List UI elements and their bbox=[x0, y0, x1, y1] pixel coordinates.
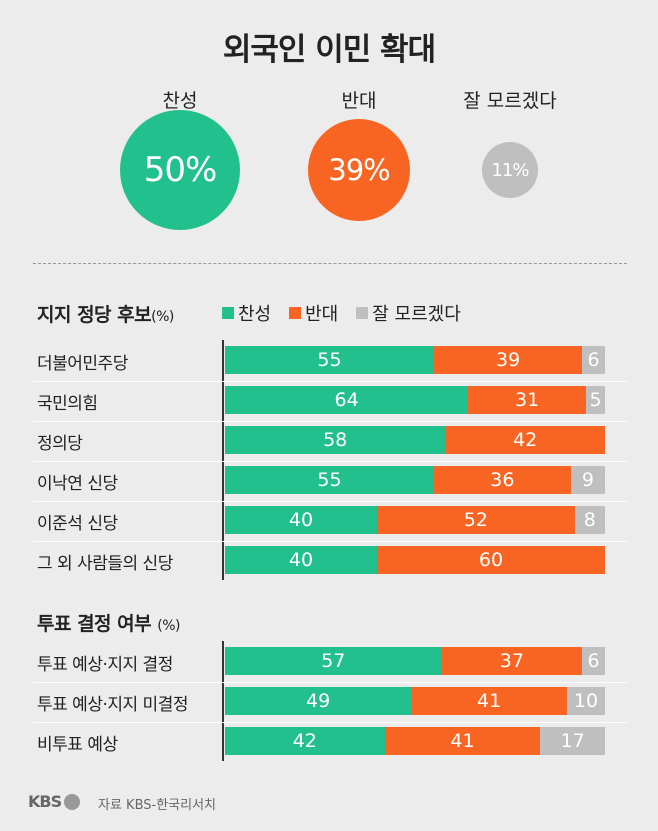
divider bbox=[33, 263, 627, 264]
bar-segment-oppose: 37 bbox=[441, 647, 583, 675]
legend-agree: 찬성 bbox=[238, 304, 272, 325]
category-label: 정의당 bbox=[37, 434, 83, 454]
stacked-bar: 40 52 8 bbox=[225, 506, 605, 534]
bar-segment-agree: 55 bbox=[225, 466, 434, 494]
bar-segment-unsure: 17 bbox=[540, 727, 605, 755]
legend-swatch-oppose bbox=[289, 307, 302, 319]
bar-segment-agree: 55 bbox=[225, 346, 434, 374]
legend-swatch-unsure bbox=[356, 307, 369, 319]
overall-circle-oppose: 39% bbox=[308, 119, 410, 221]
category-label: 비투표 예상 bbox=[37, 735, 118, 755]
bar-segment-oppose: 41 bbox=[384, 727, 541, 755]
chart-title: 외국인 이민 확대 bbox=[222, 32, 436, 68]
bar-segment-oppose: 39 bbox=[434, 346, 583, 374]
stacked-bar: 55 36 9 bbox=[225, 466, 605, 494]
axis-line bbox=[222, 641, 224, 761]
category-label: 그 외 사람들의 신당 bbox=[37, 554, 173, 574]
category-label: 국민의힘 bbox=[37, 394, 98, 414]
legend: 찬성 반대 잘 모르겠다 bbox=[222, 300, 461, 326]
category-label: 이낙연 신당 bbox=[37, 474, 118, 494]
legend-unsure: 잘 모르겠다 bbox=[372, 304, 461, 325]
bar-segment-agree: 42 bbox=[225, 727, 385, 755]
category-label: 투표 예상·지지 미결정 bbox=[37, 695, 188, 715]
row-separator bbox=[33, 461, 627, 462]
bar-segment-unsure: 6 bbox=[582, 647, 605, 675]
row-separator bbox=[33, 682, 627, 683]
kbs-logo: KBS bbox=[28, 792, 81, 811]
bar-segment-agree: 64 bbox=[225, 386, 469, 414]
stacked-bar: 64 31 5 bbox=[225, 386, 605, 414]
bar-segment-unsure: 9 bbox=[570, 466, 605, 494]
stacked-bar: 40 60 bbox=[225, 546, 605, 574]
stacked-bar: 49 41 10 bbox=[225, 687, 605, 715]
stacked-bar: 55 39 6 bbox=[225, 346, 605, 374]
source-text: 자료 KBS-한국리서치 bbox=[98, 798, 217, 813]
bar-segment-oppose: 36 bbox=[434, 466, 571, 494]
bar-segment-oppose: 41 bbox=[411, 687, 567, 715]
bar-segment-oppose: 52 bbox=[377, 506, 575, 534]
bar-segment-agree: 57 bbox=[225, 647, 442, 675]
axis-line bbox=[222, 340, 224, 580]
kbs-logo-icon bbox=[64, 793, 81, 810]
stacked-bar: 57 37 6 bbox=[225, 647, 605, 675]
row-separator bbox=[33, 381, 627, 382]
bar-segment-oppose: 42 bbox=[445, 426, 605, 454]
bar-segment-unsure: 5 bbox=[585, 386, 605, 414]
row-separator bbox=[33, 541, 627, 542]
bar-segment-unsure: 8 bbox=[574, 506, 605, 534]
overall-label-oppose: 반대 bbox=[341, 90, 377, 112]
overall-label-agree: 찬성 bbox=[162, 90, 198, 112]
row-separator bbox=[33, 421, 627, 422]
bar-segment-agree: 40 bbox=[225, 546, 377, 574]
category-label: 이준석 신당 bbox=[37, 514, 118, 534]
group-title-party: 지지 정당 후보(%) bbox=[37, 304, 174, 326]
category-label: 더불어민주당 bbox=[37, 354, 128, 374]
overall-circle-agree: 50% bbox=[120, 110, 240, 230]
overall-circle-unsure: 11% bbox=[482, 142, 538, 198]
stacked-bar: 58 42 bbox=[225, 426, 605, 454]
bar-segment-unsure: 6 bbox=[582, 346, 605, 374]
row-separator bbox=[33, 722, 627, 723]
category-label: 투표 예상·지지 결정 bbox=[37, 655, 173, 675]
bar-segment-oppose: 31 bbox=[468, 386, 586, 414]
bar-segment-agree: 49 bbox=[225, 687, 412, 715]
bar-segment-agree: 40 bbox=[225, 506, 377, 534]
legend-oppose: 반대 bbox=[305, 304, 339, 325]
overall-label-unsure: 잘 모르겠다 bbox=[463, 90, 557, 112]
legend-swatch-agree bbox=[222, 307, 234, 319]
stacked-bar: 42 41 17 bbox=[225, 727, 605, 755]
bar-segment-oppose: 60 bbox=[377, 546, 605, 574]
group-title-vote: 투표 결정 여부 (%) bbox=[37, 613, 180, 635]
bar-segment-unsure: 10 bbox=[566, 687, 605, 715]
row-separator bbox=[33, 501, 627, 502]
bar-segment-agree: 58 bbox=[225, 426, 446, 454]
